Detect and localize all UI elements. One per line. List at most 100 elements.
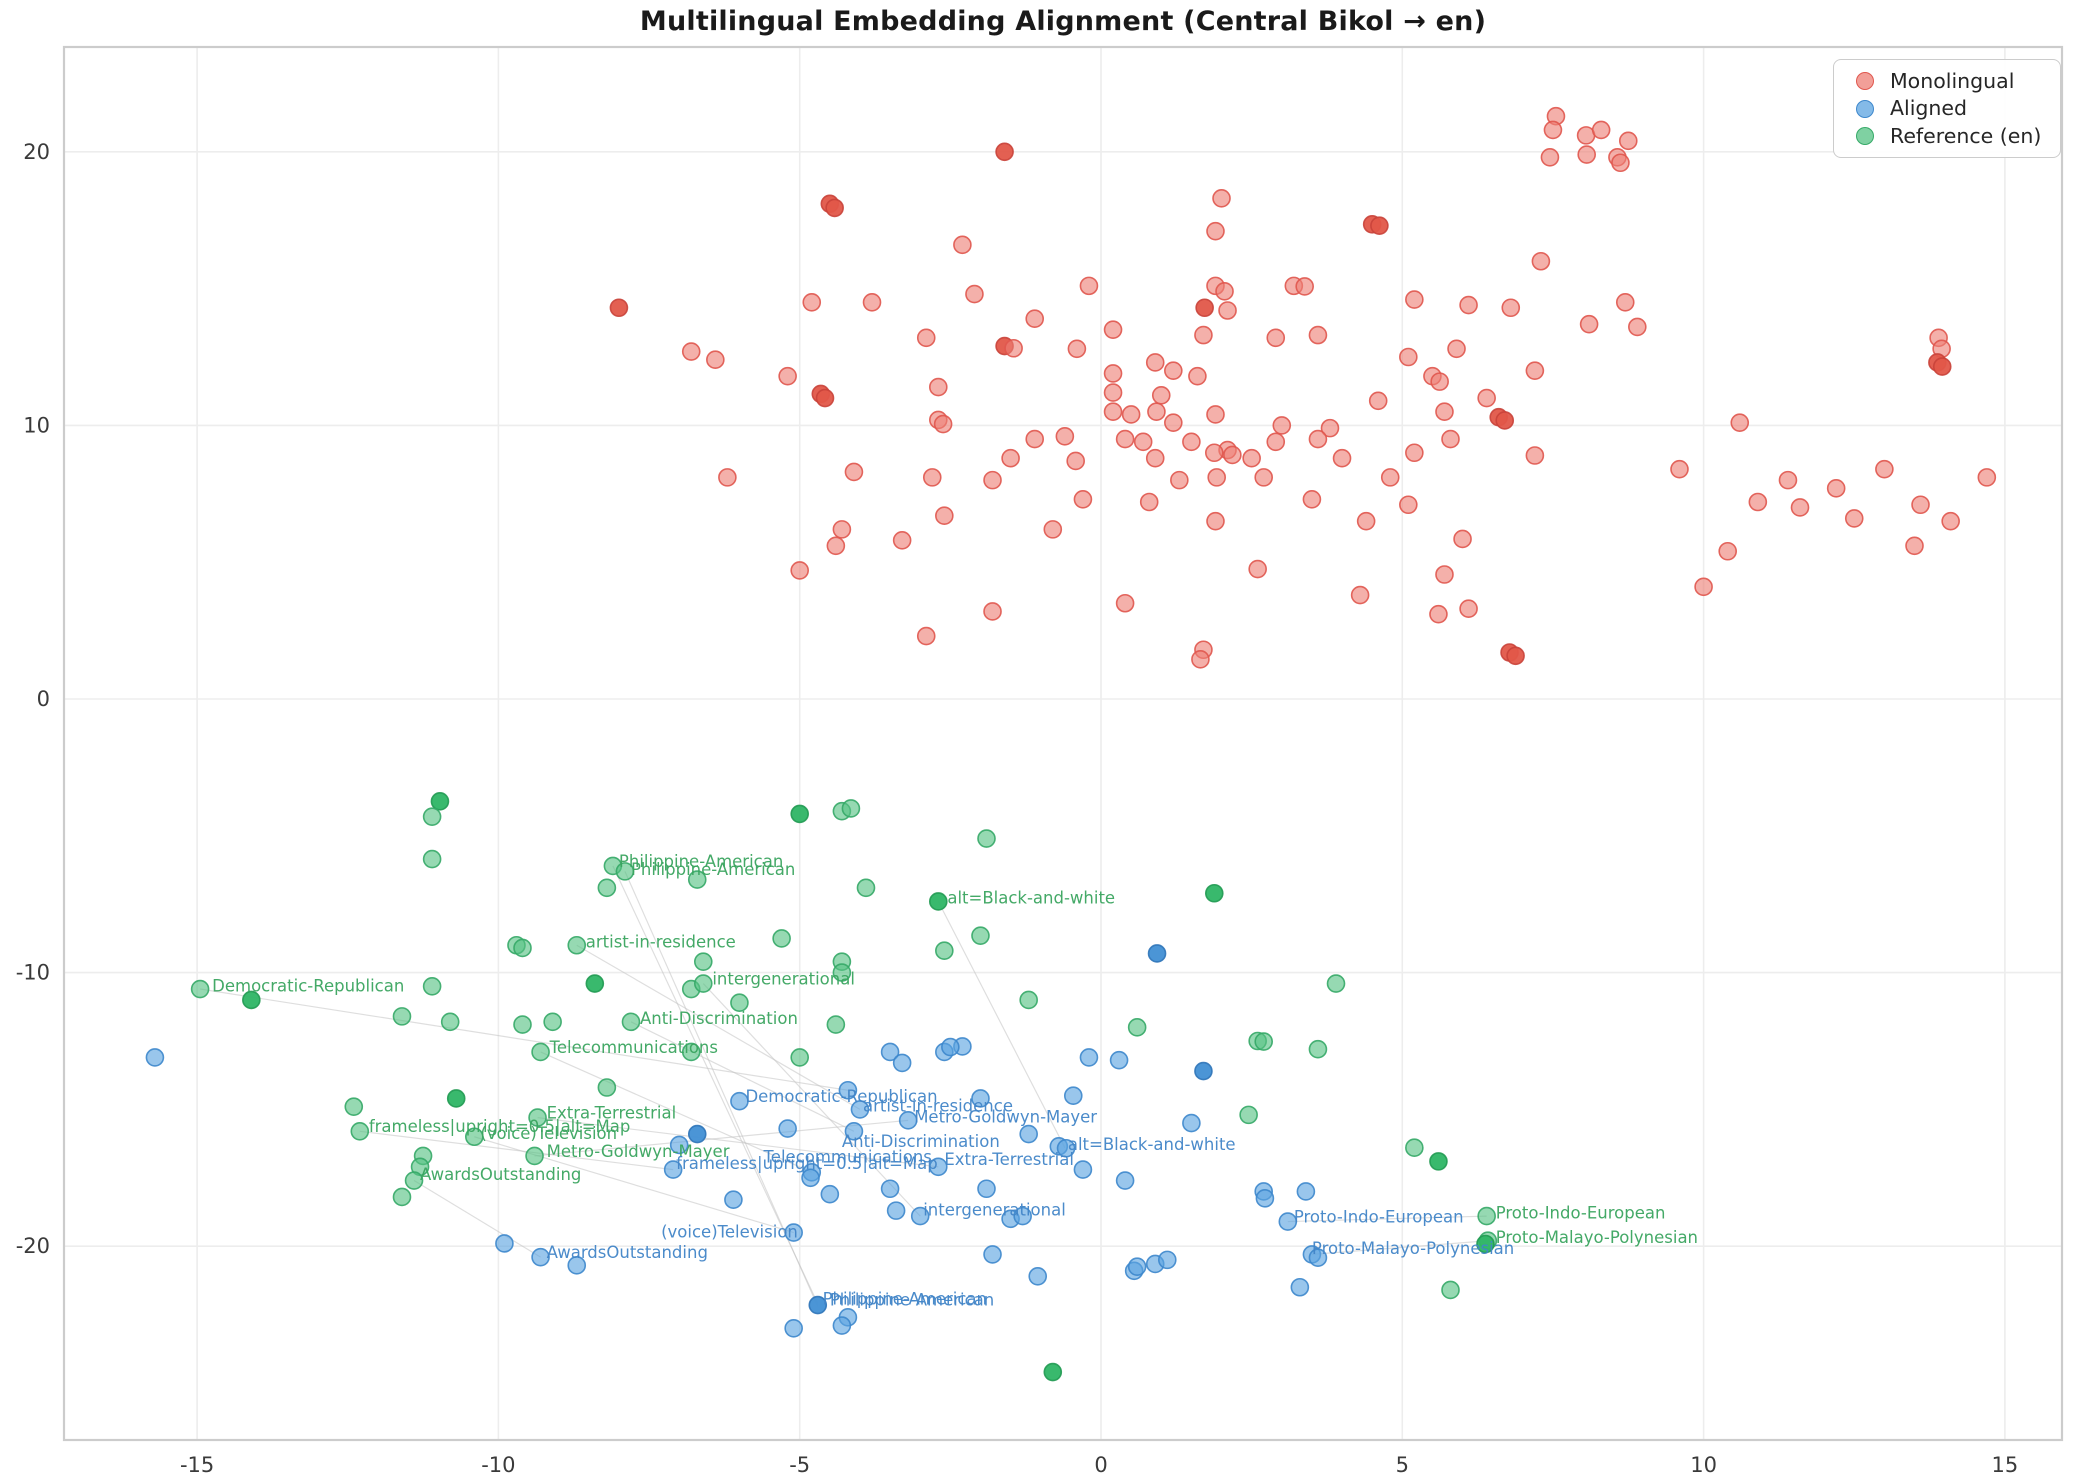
legend-item-aligned: Aligned xyxy=(1834,98,2060,119)
scatter-point-aligned xyxy=(1290,1277,1310,1297)
annotation-label: Anti-Discrimination xyxy=(842,1132,1000,1151)
scatter-point-monolingual xyxy=(1067,339,1087,359)
scatter-point-aligned xyxy=(1028,1266,1048,1286)
scatter-point-monolingual xyxy=(1073,489,1093,509)
annotation-label: Philippine-American xyxy=(631,860,795,879)
scatter-point-monolingual xyxy=(1405,290,1424,309)
annotation-label: Proto-Malayo-Polynesian xyxy=(1312,1239,1514,1258)
scatter-point-reference-en xyxy=(826,1015,846,1034)
annotation-label: artist-in-residence xyxy=(863,1097,1013,1116)
scatter-point-monolingual xyxy=(1195,298,1214,318)
scatter-point-reference-en xyxy=(392,1007,412,1026)
scatter-point-aligned xyxy=(1182,1113,1201,1133)
scatter-point-reference-en xyxy=(597,1078,617,1097)
scatter-point-aligned xyxy=(1063,1086,1083,1106)
scatter-point-monolingual xyxy=(935,506,954,525)
annotation-label: Democratic-Republican xyxy=(212,976,404,995)
annotation-label: Extra-Terrestrial xyxy=(944,1150,1074,1169)
scatter-point-monolingual xyxy=(892,531,912,550)
scatter-point-monolingual xyxy=(815,388,835,408)
scatter-point-aligned xyxy=(844,1121,864,1141)
scatter-point-aligned xyxy=(1157,1250,1177,1270)
scatter-point-monolingual xyxy=(995,142,1014,162)
annotation-label: frameless|upright=0.5|alt=Map xyxy=(369,1117,631,1136)
scatter-point-aligned xyxy=(1019,1124,1038,1144)
scatter-point-reference-en xyxy=(681,1042,701,1062)
scatter-point-monolingual xyxy=(1540,147,1560,167)
scatter-point-monolingual xyxy=(1543,120,1563,140)
annotation-label: Metro-Goldwyn-Mayer xyxy=(914,1108,1097,1127)
scatter-point-reference-en xyxy=(1127,1018,1147,1037)
legend-label: Aligned xyxy=(1890,96,1968,121)
annotation-label: artist-in-residence xyxy=(586,933,736,952)
scatter-point-aligned xyxy=(928,1157,948,1177)
scatter-point-monolingual xyxy=(1332,448,1352,468)
scatter-point-monolingual xyxy=(1191,650,1210,669)
scatter-point-reference-en xyxy=(1429,1152,1448,1171)
scatter-point-monolingual xyxy=(1399,495,1418,515)
scatter-point-reference-en xyxy=(422,807,442,826)
scatter-point-monolingual xyxy=(1103,383,1123,402)
scatter-point-aligned xyxy=(983,1245,1002,1264)
scatter-point-monolingual xyxy=(1579,314,1599,334)
scatter-point-reference-en xyxy=(935,941,954,961)
annotation-label: Philippine-American xyxy=(823,1290,987,1309)
connector-line xyxy=(540,1051,812,1173)
scatter-point-reference-en xyxy=(1441,1280,1460,1300)
scatter-point-reference-en xyxy=(392,1187,412,1207)
scatter-point-reference-en xyxy=(1019,990,1038,1010)
scatter-point-monolingual xyxy=(1055,427,1075,446)
scatter-point-monolingual xyxy=(1218,301,1237,320)
connector-line xyxy=(537,1117,939,1168)
scatter-point-monolingual xyxy=(1611,153,1630,173)
scatter-point-reference-en xyxy=(528,1108,547,1127)
scatter-point-monolingual xyxy=(706,350,725,370)
scatter-point-monolingual xyxy=(1670,459,1689,479)
scatter-point-monolingual xyxy=(1826,479,1846,498)
scatter-point-monolingual xyxy=(1932,357,1952,376)
scatter-point-aligned xyxy=(1079,1048,1099,1067)
scatter-point-aligned xyxy=(1073,1160,1093,1179)
scatter-point-reference-en xyxy=(422,849,442,869)
scatter-point-monolingual xyxy=(1164,413,1183,432)
scatter-point-monolingual xyxy=(1477,388,1496,408)
annotation-label: Metro-Goldwyn-Mayer xyxy=(547,1142,730,1161)
scatter-point-reference-en xyxy=(790,1048,810,1067)
scatter-point-monolingual xyxy=(1103,320,1123,339)
scatter-point-reference-en xyxy=(597,878,617,898)
scatter-point-monolingual xyxy=(1182,432,1201,452)
scatter-point-monolingual xyxy=(1447,339,1466,359)
scatter-point-monolingual xyxy=(1435,402,1454,422)
scatter-point-monolingual xyxy=(1295,277,1314,296)
connector-line xyxy=(576,944,861,1110)
scatter-point-reference-en xyxy=(790,804,810,824)
connector-line xyxy=(1287,1215,1487,1223)
scatter-point-reference-en xyxy=(242,990,261,1010)
scatter-point-monolingual xyxy=(825,198,844,218)
scatter-point-aligned xyxy=(820,1184,840,1204)
scatter-point-monolingual xyxy=(1430,372,1449,391)
scatter-point-monolingual xyxy=(1248,559,1267,579)
scatter-point-monolingual xyxy=(862,292,882,312)
scatter-point-reference-en xyxy=(440,1012,460,1032)
scatter-point-monolingual xyxy=(1495,411,1515,430)
scatter-point-reference-en xyxy=(687,870,707,889)
scatter-point-aligned xyxy=(1147,944,1167,963)
scatter-point-aligned xyxy=(687,1124,707,1144)
annotation-label: Philippine-American xyxy=(619,852,783,871)
scatter-point-monolingual xyxy=(933,414,953,434)
scatter-point-monolingual xyxy=(1147,402,1166,422)
monolingual-marker-icon xyxy=(1856,72,1874,90)
scatter-point-monolingual xyxy=(1139,492,1159,512)
x-tick-label: -15 xyxy=(180,1453,214,1477)
scatter-point-monolingual xyxy=(1531,251,1551,271)
scatter-point-monolingual xyxy=(832,520,852,539)
scatter-point-reference-en xyxy=(1405,1138,1424,1158)
scatter-point-reference-en xyxy=(513,938,532,958)
annotation-label: Democratic-Republican xyxy=(745,1087,937,1106)
scatter-point-reference-en xyxy=(350,1121,370,1141)
scatter-point-monolingual xyxy=(718,468,737,487)
scatter-point-reference-en xyxy=(190,979,210,999)
scatter-point-reference-en xyxy=(1477,1206,1496,1226)
